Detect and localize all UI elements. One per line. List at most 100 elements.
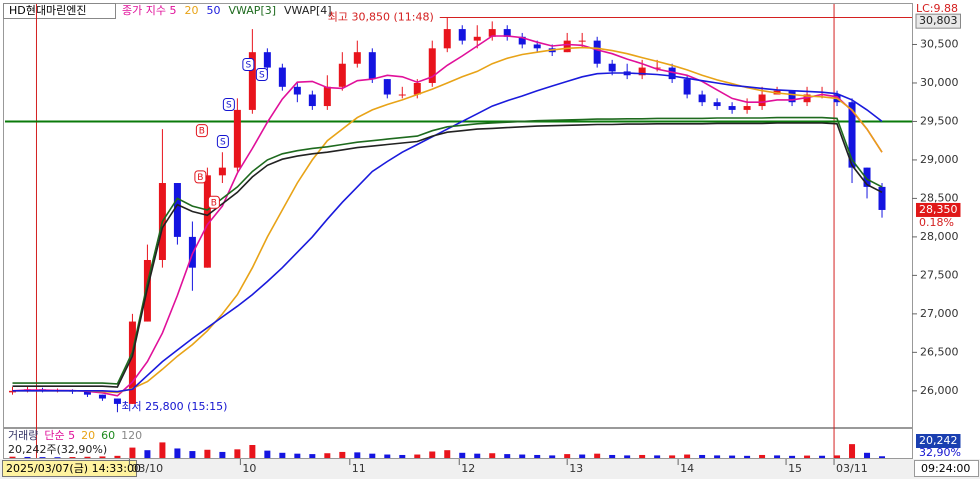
volume-bar <box>834 455 841 458</box>
signal-label: S <box>246 60 252 70</box>
y-tick-label: 27,000 <box>920 307 959 320</box>
volume-bar <box>414 454 421 458</box>
symbol-box[interactable] <box>3 3 116 19</box>
candle-body <box>203 175 211 268</box>
cursor-time: 2025/03/07(금) 14:33:00 <box>6 462 141 475</box>
volume-bar <box>189 451 196 458</box>
signal-flag <box>242 57 255 71</box>
candle-body <box>398 94 406 96</box>
candle-body <box>533 44 541 49</box>
volume-bar <box>99 456 106 458</box>
candle-body <box>98 394 106 399</box>
volume-bar <box>504 454 511 458</box>
y-tick-label: 28,000 <box>920 230 959 243</box>
volume-bar <box>549 455 556 458</box>
candle-body <box>683 79 691 95</box>
volume-bar <box>459 452 466 458</box>
volume-legend-entry: 단순 5 <box>44 429 75 442</box>
volume-bar <box>594 453 601 458</box>
volume-bar <box>54 457 61 458</box>
volume-bar <box>519 454 526 458</box>
candle-body <box>263 52 271 68</box>
volume-bar <box>864 452 871 458</box>
y-tick-label: 26,000 <box>920 384 959 397</box>
volume-bar <box>174 448 181 458</box>
volume-bar <box>84 456 91 458</box>
candle-body <box>668 67 676 80</box>
indicator-line <box>12 35 883 397</box>
volume-bar <box>369 453 376 458</box>
volume-bar <box>684 454 691 458</box>
volume-bar <box>579 454 586 458</box>
candle-body <box>383 79 391 95</box>
volume-bar <box>879 456 886 458</box>
signal-label: B <box>199 127 205 137</box>
signal-flag <box>194 170 207 184</box>
volume-bar <box>744 455 751 458</box>
volume-bar <box>564 454 571 458</box>
legend-entry: 20 <box>184 4 198 17</box>
candle-body <box>653 67 661 69</box>
candle-body <box>593 40 601 64</box>
x-tick-label: 10 <box>242 462 256 475</box>
volume-bar <box>384 454 391 458</box>
volume-bar <box>699 454 706 458</box>
candle-body <box>518 36 526 45</box>
candle-body <box>83 391 91 395</box>
candle-body <box>848 102 856 168</box>
candle-body <box>323 86 331 107</box>
symbol[interactable]: HD현대마린엔진 <box>9 4 86 17</box>
volume-title: 거래량 <box>8 429 38 442</box>
current-time: 09:24:00 <box>921 462 970 475</box>
indicator-line <box>12 72 883 393</box>
candle-body <box>698 94 706 103</box>
volume-bar <box>624 455 631 458</box>
candle-body <box>788 90 796 103</box>
volume-bar <box>759 454 766 458</box>
volume-bar <box>429 451 436 458</box>
candle-body <box>173 183 181 237</box>
candle-body <box>728 106 736 110</box>
volume-ratio: 32,90% <box>919 446 961 459</box>
candle-body <box>758 94 766 107</box>
volume-bar <box>789 455 796 458</box>
signal-label: B <box>211 198 217 208</box>
candle-body <box>578 40 586 42</box>
volume-bar <box>129 447 136 458</box>
signal-flag <box>222 98 235 112</box>
volume-bar <box>819 455 826 458</box>
legend-entry: VWAP[4] <box>284 4 332 17</box>
volume-legend-entry: 120 <box>121 429 142 442</box>
volume-bar <box>24 456 31 458</box>
x-tick-label: 15 <box>788 462 802 475</box>
signal-label: S <box>259 70 265 80</box>
candle-body <box>488 29 496 37</box>
volume-bar <box>474 453 481 458</box>
last-price: 28,350 <box>919 203 958 216</box>
candle-body <box>428 48 436 83</box>
candle-body <box>638 67 646 76</box>
volume-bar <box>849 444 856 458</box>
candle-body <box>248 52 256 110</box>
signal-flag <box>195 124 208 138</box>
legend-entry: 종가 지수 5 <box>122 4 176 17</box>
volume-bar <box>9 456 16 458</box>
volume-bar <box>159 442 166 458</box>
y-tick-label: 29,500 <box>920 114 959 127</box>
volume-bar <box>399 454 406 458</box>
signal-label: B <box>197 173 203 183</box>
legend-entry: 50 <box>206 4 220 17</box>
candle-body <box>863 167 871 187</box>
time-axis-bar <box>0 459 980 479</box>
y-tick-label: 26,500 <box>920 345 959 358</box>
candle-body <box>113 398 121 404</box>
volume-bar <box>309 454 316 458</box>
volume-bar <box>339 451 346 458</box>
volume-last: 20,242 <box>919 434 958 447</box>
top-price-box <box>915 13 961 29</box>
candle-body <box>353 52 361 64</box>
y-tick-label: 29,000 <box>920 153 959 166</box>
x-tick-label: 14 <box>680 462 694 475</box>
legend-entry: VWAP[3] <box>228 4 276 17</box>
volume-bar <box>654 455 661 458</box>
